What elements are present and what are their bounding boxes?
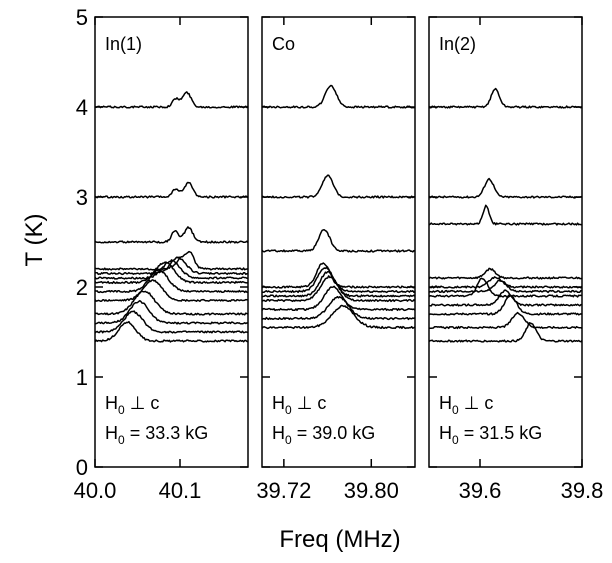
traces-layer bbox=[95, 84, 582, 343]
field-condition-text: H0 ⊥ c bbox=[105, 393, 159, 417]
spectrum-trace bbox=[429, 322, 582, 343]
x-tick-label: 39.72 bbox=[256, 478, 311, 503]
spectrum-trace bbox=[429, 277, 582, 298]
spectrum-trace bbox=[429, 294, 582, 316]
spectrum-trace bbox=[262, 295, 415, 321]
field-condition-text: H0 = 39.0 kG bbox=[272, 423, 375, 447]
spectrum-trace bbox=[262, 84, 415, 109]
spectrum-trace bbox=[95, 256, 248, 276]
panel-frame bbox=[261, 16, 416, 468]
spectrum-trace bbox=[95, 259, 248, 280]
spectrum-trace bbox=[95, 290, 248, 316]
y-tick-label: 1 bbox=[76, 365, 88, 390]
spectrum-trace bbox=[262, 285, 415, 312]
x-tick-label: 39.6 bbox=[459, 478, 502, 503]
spectrum-trace bbox=[429, 289, 582, 307]
spectrum-trace bbox=[95, 181, 248, 199]
panel-label: In(1) bbox=[105, 34, 142, 54]
panel-traces bbox=[429, 87, 582, 343]
y-tick-label: 5 bbox=[76, 5, 88, 30]
y-axis-title: T (K) bbox=[21, 214, 48, 267]
spectrum-trace bbox=[95, 226, 248, 244]
spectrum-trace bbox=[95, 310, 248, 334]
spectrum-trace bbox=[95, 279, 248, 303]
x-tick-label: 40.0 bbox=[74, 478, 117, 503]
spectrum-trace bbox=[429, 279, 582, 294]
frames-layer bbox=[94, 16, 583, 468]
field-condition-text: H0 = 31.5 kG bbox=[439, 423, 542, 447]
spectrum-trace bbox=[429, 204, 582, 226]
y-tick-label: 0 bbox=[76, 455, 88, 480]
y-tick-label: 3 bbox=[76, 185, 88, 210]
spectrum-trace bbox=[429, 87, 582, 109]
field-condition-text: H0 ⊥ c bbox=[272, 393, 326, 417]
ticks-layer bbox=[94, 16, 583, 468]
y-tick-label: 2 bbox=[76, 275, 88, 300]
field-condition-text: H0 = 33.3 kG bbox=[105, 423, 208, 447]
text-layer: 0 1 2 3 4 5 40.0 40.1 In(1) H0 ⊥ c H0 = 33.3 kG 39.… bbox=[74, 5, 604, 503]
panel-frame bbox=[94, 16, 249, 468]
spectrum-trace bbox=[262, 275, 415, 303]
x-axis-title: Freq (MHz) bbox=[279, 526, 400, 553]
spectrum-trace bbox=[262, 174, 415, 199]
spectrum-trace bbox=[262, 304, 415, 330]
spectrum-trace bbox=[429, 311, 582, 330]
panel-traces bbox=[262, 84, 415, 330]
spectrum-trace bbox=[95, 91, 248, 109]
spectrum-trace bbox=[429, 267, 582, 280]
spectrum-trace bbox=[95, 320, 248, 343]
panel-traces bbox=[95, 91, 248, 343]
spectrum-trace bbox=[95, 269, 248, 294]
x-tick-label: 39.80 bbox=[344, 478, 399, 503]
panel-label: In(2) bbox=[439, 34, 476, 54]
y-tick-label: 4 bbox=[76, 95, 88, 120]
spectrum-trace bbox=[429, 177, 582, 199]
field-condition-text: H0 ⊥ c bbox=[439, 393, 493, 417]
spectrum-trace bbox=[262, 229, 415, 253]
spectrum-trace bbox=[95, 299, 248, 325]
panel-frame bbox=[428, 16, 583, 468]
spectrum-trace bbox=[95, 261, 248, 285]
x-tick-label: 39.8 bbox=[561, 478, 604, 503]
x-tick-label: 40.1 bbox=[159, 478, 202, 503]
spectrum-trace bbox=[262, 262, 415, 289]
panel-label: Co bbox=[272, 34, 295, 54]
